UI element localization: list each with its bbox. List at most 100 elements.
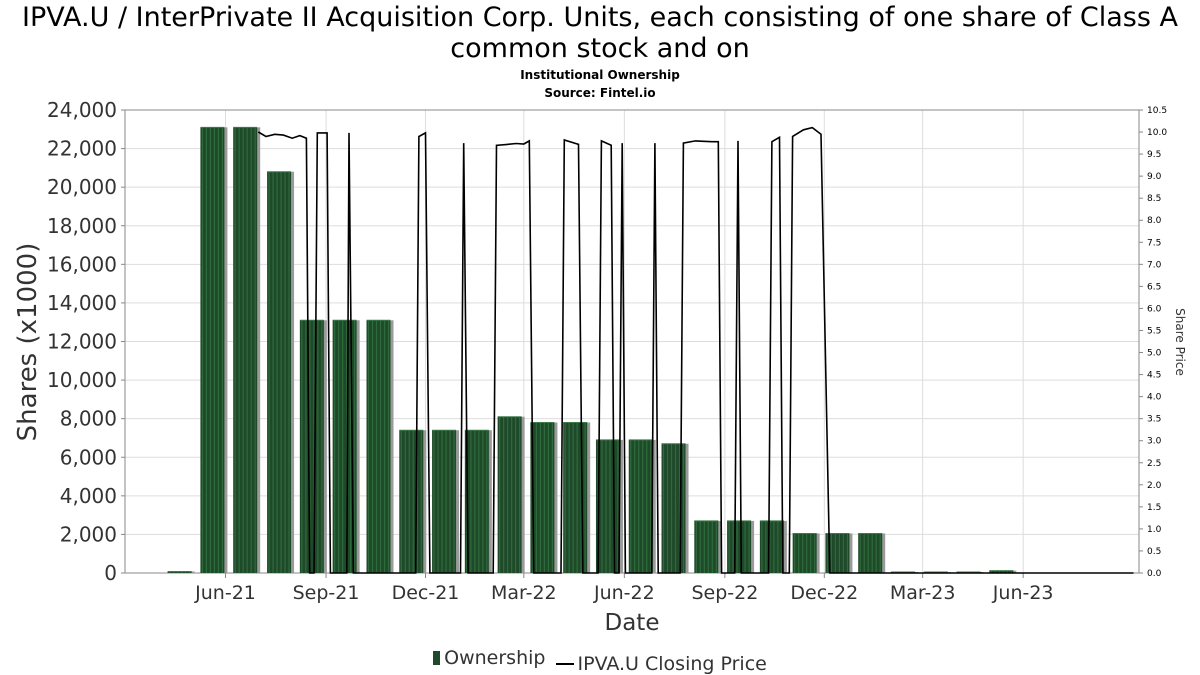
bar-body <box>299 320 324 573</box>
y-tick-label: 14,000 <box>47 291 117 315</box>
bar-body <box>759 520 784 573</box>
bar-body <box>464 430 489 573</box>
y-tick-label: 24,000 <box>47 98 117 122</box>
ownership-bar <box>694 520 722 573</box>
x-axis-label: Date <box>605 610 660 636</box>
ownership-bar <box>233 126 261 574</box>
bar-body <box>432 430 457 573</box>
y2-tick-label: 9.0 <box>1147 172 1162 182</box>
ownership-bar <box>497 416 525 573</box>
ownership-bar <box>399 429 427 573</box>
y2-tick-label: 5.5 <box>1147 326 1161 336</box>
y-tick-label: 20,000 <box>47 175 117 199</box>
bar-body <box>200 127 225 574</box>
y2-tick-label: 6.5 <box>1147 282 1161 292</box>
legend-price-label: IPVA.U Closing Price <box>577 653 767 675</box>
legend-ownership: Ownership <box>433 647 545 669</box>
bar-body <box>595 439 620 573</box>
x-axis: Jun-21 Sep-21 Dec-21 Mar-22 Jun-22 Sep-22 Dec-… <box>194 573 1054 604</box>
ownership-bar <box>464 429 492 573</box>
y2-tick-label: 7.5 <box>1147 238 1161 248</box>
ownership-bar <box>792 532 820 573</box>
y-tick-label: 6,000 <box>60 445 117 469</box>
x-tick-label: Jun-23 <box>992 582 1054 604</box>
y2-tick-label: 1.5 <box>1147 503 1161 513</box>
y2-tick-label: 10.0 <box>1147 128 1167 138</box>
legend-price: IPVA.U Closing Price <box>552 653 767 675</box>
legend-line-swatch <box>555 663 574 665</box>
y-tick-label: 16,000 <box>47 252 117 276</box>
bar-body <box>792 533 817 573</box>
bar-body <box>694 520 719 573</box>
bar-body <box>233 127 258 574</box>
y2-tick-label: 10.5 <box>1147 106 1167 116</box>
bar-body <box>497 416 522 573</box>
legend-ownership-label: Ownership <box>444 647 546 669</box>
y-axis-right: 0.0 0.5 1.0 1.5 2.0 2.5 3.0 3.5 4.0 4.5 5.0 5.5 6.0 6… <box>1139 106 1167 579</box>
y-tick-label: 18,000 <box>47 214 117 238</box>
ownership-bar <box>563 422 591 573</box>
y2-tick-label: 4.5 <box>1147 371 1161 381</box>
y2-tick-label: 2.5 <box>1147 459 1161 469</box>
bar-body <box>167 571 192 573</box>
ownership-bar <box>299 319 327 573</box>
ownership-chart: 0 2,000 4,000 6,000 8,000 10,000 12,000 14,000 1… <box>13 98 1187 636</box>
y-tick-label: 4,000 <box>60 484 117 508</box>
ownership-bar <box>432 429 460 573</box>
y2-axis-label: Share Price <box>1173 308 1187 376</box>
y-tick-label: 0 <box>104 561 117 585</box>
y-tick-label: 8,000 <box>60 407 117 431</box>
y2-tick-label: 0.0 <box>1147 569 1162 579</box>
bar-body <box>858 533 883 573</box>
ownership-bar <box>200 126 228 574</box>
x-tick-label: Mar-23 <box>890 582 956 604</box>
x-tick-label: Jun-21 <box>194 582 256 604</box>
y2-tick-label: 1.0 <box>1147 525 1162 535</box>
bar-body <box>399 430 424 573</box>
price-line <box>257 126 1134 574</box>
x-tick-label: Sep-22 <box>691 582 758 604</box>
y-axis-left: 0 2,000 4,000 6,000 8,000 10,000 12,000 14,000 1… <box>47 98 125 585</box>
x-tick-label: Mar-22 <box>491 582 557 604</box>
y-tick-label: 12,000 <box>47 330 117 354</box>
y2-tick-label: 6.0 <box>1147 304 1162 314</box>
bar-body <box>727 520 752 573</box>
ownership-bar <box>267 171 295 573</box>
x-tick-label: Dec-22 <box>790 582 858 604</box>
y2-tick-label: 3.0 <box>1147 437 1162 447</box>
y2-tick-label: 8.5 <box>1147 194 1161 204</box>
y2-tick-label: 5.0 <box>1147 349 1162 359</box>
bar-body <box>530 422 555 573</box>
y2-tick-label: 0.5 <box>1147 547 1161 557</box>
y-tick-label: 10,000 <box>47 368 117 392</box>
legend-bar-swatch <box>433 651 441 665</box>
ownership-bar <box>858 532 886 573</box>
chart-source: Source: Fintel.io <box>544 86 656 100</box>
bar-body <box>989 570 1014 573</box>
chart-title: IPVA.U / InterPrivate II Acquisition Cor… <box>22 2 1178 64</box>
y2-tick-label: 8.0 <box>1147 216 1162 226</box>
ownership-bar <box>530 422 558 573</box>
y-tick-label: 2,000 <box>60 522 117 546</box>
bar-body <box>366 320 391 573</box>
x-tick-label: Sep-21 <box>293 582 360 604</box>
price-line-group <box>257 126 1134 574</box>
legend: Ownership IPVA.U Closing Price <box>0 647 1200 675</box>
ownership-bar <box>167 570 195 573</box>
bar-body <box>267 171 292 573</box>
y2-tick-label: 4.0 <box>1147 393 1162 403</box>
chart-subtitle: Institutional Ownership <box>520 68 680 82</box>
y-axis-label: Shares (x1000) <box>13 243 43 442</box>
x-tick-label: Dec-21 <box>392 582 460 604</box>
y2-tick-label: 9.5 <box>1147 150 1161 160</box>
ownership-bar <box>759 520 787 573</box>
ownership-bars <box>167 126 1017 574</box>
ownership-bar <box>366 319 394 573</box>
y-tick-label: 22,000 <box>47 137 117 161</box>
x-tick-label: Jun-22 <box>593 582 655 604</box>
ownership-bar <box>825 532 853 573</box>
y2-tick-label: 3.5 <box>1147 415 1161 425</box>
bar-body <box>661 443 686 573</box>
ownership-bar <box>661 443 689 573</box>
y2-tick-label: 2.0 <box>1147 481 1162 491</box>
